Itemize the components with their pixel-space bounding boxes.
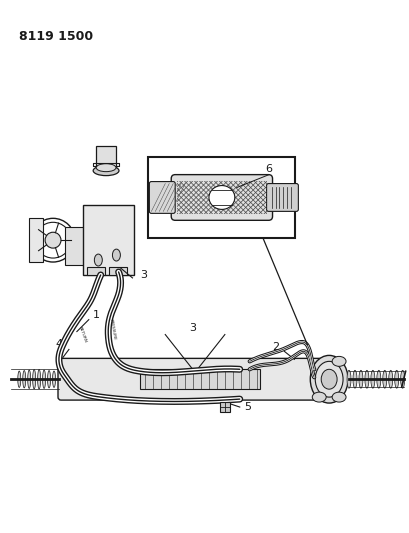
Ellipse shape — [331, 392, 345, 402]
Bar — [87, 267, 104, 275]
Ellipse shape — [209, 185, 234, 209]
Text: 5: 5 — [243, 402, 250, 412]
Ellipse shape — [33, 369, 36, 389]
Ellipse shape — [346, 370, 350, 388]
FancyBboxPatch shape — [266, 183, 298, 212]
Ellipse shape — [18, 371, 21, 387]
Ellipse shape — [370, 370, 374, 388]
Ellipse shape — [28, 370, 31, 389]
Bar — [96, 146, 116, 171]
FancyBboxPatch shape — [171, 175, 272, 220]
Ellipse shape — [388, 370, 392, 388]
Bar — [29, 219, 43, 262]
Ellipse shape — [394, 370, 398, 388]
Text: 3: 3 — [189, 322, 196, 333]
Ellipse shape — [93, 166, 119, 175]
Ellipse shape — [52, 371, 55, 387]
Text: 6: 6 — [265, 164, 272, 174]
Text: 4: 4 — [56, 340, 63, 350]
Ellipse shape — [376, 370, 380, 388]
Text: RETURN: RETURN — [78, 326, 88, 343]
Ellipse shape — [331, 357, 345, 366]
Ellipse shape — [47, 370, 50, 388]
Ellipse shape — [312, 392, 326, 402]
Text: 2: 2 — [272, 342, 279, 352]
Ellipse shape — [364, 370, 368, 388]
Bar — [219, 402, 229, 412]
Ellipse shape — [382, 370, 386, 388]
Ellipse shape — [352, 370, 356, 388]
Ellipse shape — [320, 369, 336, 389]
Text: PRESSURE: PRESSURE — [108, 319, 116, 341]
Ellipse shape — [38, 369, 40, 389]
Ellipse shape — [400, 370, 404, 388]
Text: 3: 3 — [140, 270, 147, 280]
Text: 8119 1500: 8119 1500 — [19, 30, 93, 43]
Bar — [83, 205, 134, 275]
Ellipse shape — [315, 361, 342, 397]
Bar — [177, 181, 266, 214]
Ellipse shape — [310, 356, 347, 403]
Ellipse shape — [22, 370, 26, 388]
FancyBboxPatch shape — [149, 182, 175, 213]
Ellipse shape — [96, 164, 116, 172]
Bar — [148, 157, 294, 238]
FancyBboxPatch shape — [58, 358, 321, 400]
Bar — [65, 227, 85, 265]
Ellipse shape — [358, 370, 362, 388]
Ellipse shape — [45, 232, 61, 248]
Ellipse shape — [112, 249, 120, 261]
Bar — [140, 369, 259, 389]
Bar — [108, 267, 126, 275]
Text: 1: 1 — [92, 310, 99, 320]
Ellipse shape — [94, 254, 102, 266]
Ellipse shape — [43, 370, 45, 389]
